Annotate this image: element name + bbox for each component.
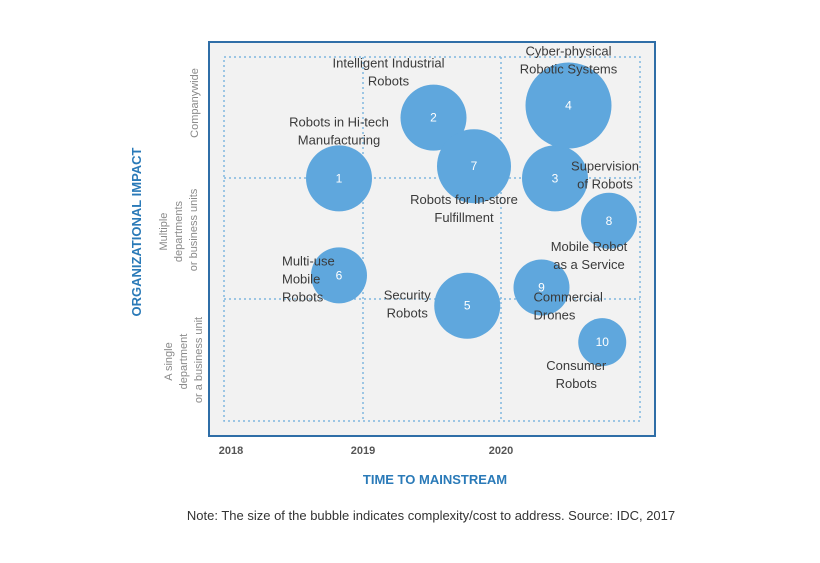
bubble-number: 5	[464, 299, 471, 313]
chart-note: Note: The size of the bubble indicates c…	[187, 508, 675, 523]
bubble-label-line: Security	[384, 288, 431, 303]
bubble-label-line: Mobile Robot	[551, 239, 628, 254]
bubble-number: 8	[606, 214, 613, 228]
bubble-label: Mobile Robot as a Service	[551, 239, 628, 272]
bubble-label-line: Mobile	[282, 271, 320, 286]
bubble-number: 3	[552, 171, 559, 185]
bubble-label-line: Manufacturing	[298, 132, 380, 147]
bubble-number: 9	[538, 281, 545, 295]
bubble-label-line: Intelligent Industrial	[332, 56, 444, 71]
bubble-label: Consumer Robots	[546, 358, 607, 391]
bubble-label: Robots in Hi-tech Manufacturing	[289, 114, 389, 147]
bubble-number: 1	[336, 171, 343, 185]
y-axis-title: ORGANIZATIONAL IMPACT	[129, 147, 144, 316]
bubble-label: Multi-use Mobile Robots	[282, 253, 335, 304]
bubble-9	[513, 259, 570, 316]
bubble-number: 7	[471, 159, 478, 173]
bubble-8	[581, 192, 637, 249]
y-category-label: Companywide	[189, 68, 201, 138]
bubble-label: Cyber-physical Robotic Systems	[520, 44, 618, 77]
bubble-label: Commercial Drones	[534, 290, 603, 323]
bubble-4	[525, 62, 612, 149]
x-tick-label: 2019	[351, 445, 375, 457]
bubble-labels-group: Robots in Hi-tech Manufacturing Intelligen…	[282, 44, 639, 392]
bubble-6	[311, 247, 367, 304]
bubble-label-line: Robots	[282, 289, 324, 304]
bubble-number: 6	[336, 268, 343, 282]
bubble-label-line: Drones	[534, 308, 576, 323]
bubble-label-line: Consumer	[546, 358, 607, 373]
bubble-5	[434, 272, 501, 339]
bubble-number: 2	[430, 111, 437, 125]
bubble-number: 10	[596, 335, 610, 349]
x-tick-label: 2018	[219, 445, 243, 457]
bubble-2	[400, 84, 467, 151]
bubble-label-line: Robots	[556, 376, 598, 391]
bubble-3	[522, 145, 588, 212]
bubble-label-line: Robots	[368, 74, 410, 89]
bubble-label: Supervision of Robots	[571, 158, 639, 191]
bubble-1	[306, 145, 372, 212]
bubbles-group: 1 2 3 4 5 6 7 8 9 10	[306, 62, 637, 367]
bubble-number: 4	[565, 99, 572, 113]
bubble-label-line: Supervision	[571, 158, 639, 173]
bubble-label-line: as a Service	[553, 257, 625, 272]
bubble-label: Robots for In-store Fulfillment	[410, 192, 518, 225]
bubble-label-line: Robotic Systems	[520, 62, 618, 77]
bubble-label-line: Commercial	[534, 290, 603, 305]
bubble-label-line: Robots for In-store	[410, 192, 518, 207]
x-axis-title: TIME TO MAINSTREAM	[363, 472, 507, 487]
y-category-label: Multiple departments or business units	[158, 188, 200, 271]
bubble-label-line: Fulfillment	[434, 210, 494, 225]
bubble-label-line: Robots in Hi-tech	[289, 114, 389, 129]
x-tick-label: 2020	[489, 445, 513, 457]
bubble-label-line: Cyber-physical	[526, 44, 612, 59]
bubble-7	[437, 129, 511, 204]
bubble-label-line: Multi-use	[282, 253, 335, 268]
bubble-10	[578, 318, 627, 367]
bubble-label-line: Robots	[387, 306, 429, 321]
bubble-label: Security Robots	[384, 288, 431, 321]
bubble-label: Intelligent Industrial Robots	[332, 56, 444, 89]
y-category-label: A single department or a business unit	[163, 317, 205, 403]
bubble-label-line: of Robots	[577, 176, 633, 191]
